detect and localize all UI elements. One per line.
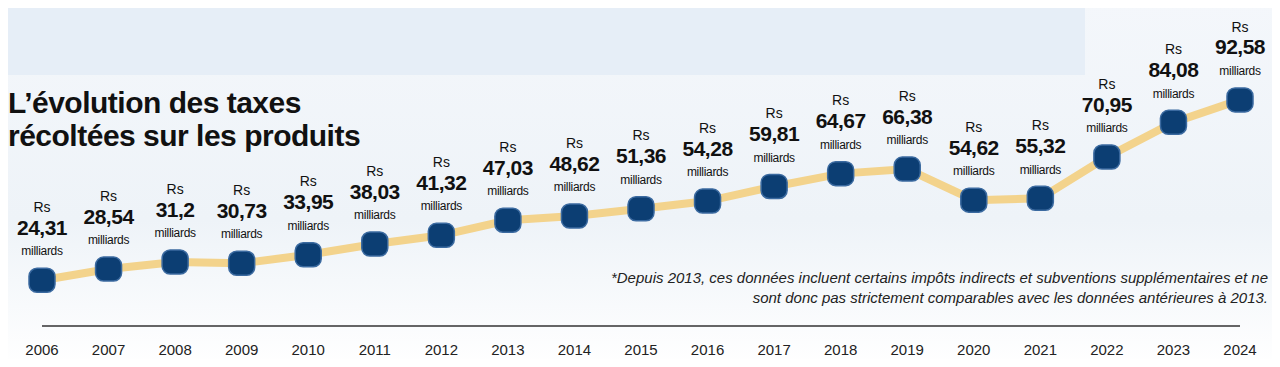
svg-text:Rs: Rs [1032, 117, 1049, 133]
svg-text:Rs: Rs [699, 120, 716, 136]
svg-text:Rs: Rs [899, 88, 916, 104]
svg-text:54,28: 54,28 [683, 137, 734, 160]
svg-text:2019: 2019 [891, 341, 924, 358]
svg-text:33,95: 33,95 [283, 190, 334, 213]
svg-text:2007: 2007 [92, 341, 125, 358]
svg-text:92,58: 92,58 [1215, 35, 1266, 58]
svg-text:Rs: Rs [766, 105, 783, 121]
svg-text:milliards: milliards [1020, 163, 1062, 177]
svg-text:66,38: 66,38 [882, 105, 933, 128]
svg-text:84,08: 84,08 [1148, 58, 1199, 81]
svg-text:2012: 2012 [425, 341, 458, 358]
svg-text:59,81: 59,81 [749, 122, 800, 145]
svg-text:2010: 2010 [292, 341, 325, 358]
svg-text:milliards: milliards [820, 138, 862, 152]
svg-text:Rs: Rs [1098, 76, 1115, 92]
svg-text:2011: 2011 [359, 341, 391, 358]
svg-text:milliards: milliards [487, 184, 529, 198]
svg-text:Rs: Rs [233, 182, 250, 198]
svg-text:48,62: 48,62 [549, 152, 599, 175]
svg-text:54,62: 54,62 [949, 136, 999, 159]
svg-text:milliards: milliards [753, 151, 795, 165]
svg-text:milliards: milliards [221, 227, 263, 241]
svg-text:milliards: milliards [887, 133, 929, 147]
svg-text:Rs: Rs [832, 92, 849, 108]
svg-text:milliards: milliards [88, 233, 130, 247]
svg-text:Rs: Rs [433, 154, 450, 170]
svg-text:milliards: milliards [21, 244, 63, 258]
svg-text:51,36: 51,36 [616, 144, 666, 167]
svg-text:Rs: Rs [300, 173, 317, 189]
svg-text:milliards: milliards [1153, 87, 1195, 101]
svg-text:milliards: milliards [354, 208, 396, 222]
svg-text:2020: 2020 [957, 341, 990, 358]
svg-text:2023: 2023 [1157, 341, 1190, 358]
svg-text:Rs: Rs [1231, 19, 1248, 35]
svg-text:milliards: milliards [620, 173, 662, 187]
svg-text:2016: 2016 [691, 341, 724, 358]
svg-text:milliards: milliards [1219, 64, 1261, 78]
svg-text:24,31: 24,31 [17, 216, 68, 239]
svg-text:30,73: 30,73 [217, 199, 267, 222]
svg-text:2014: 2014 [558, 341, 591, 358]
html-text:*Depuis 2013, ces données incl: *Depuis 2013, ces données incluent certa… [610, 269, 1268, 306]
svg-text:Rs: Rs [632, 127, 649, 143]
svg-text:milliards: milliards [288, 219, 330, 233]
html-text:L’évolution des taxes récoltée: L’évolution des taxes récoltées sur les … [8, 86, 361, 152]
svg-text:64,67: 64,67 [816, 109, 866, 132]
svg-text:milliards: milliards [953, 164, 995, 178]
svg-text:2018: 2018 [824, 341, 857, 358]
svg-text:41,32: 41,32 [416, 171, 466, 194]
svg-text:2009: 2009 [225, 341, 258, 358]
svg-text:Rs: Rs [33, 199, 50, 215]
svg-text:47,03: 47,03 [483, 156, 533, 179]
svg-text:Rs: Rs [499, 139, 516, 155]
svg-text:Rs: Rs [965, 119, 982, 135]
svg-text:milliards: milliards [154, 226, 196, 240]
svg-text:2015: 2015 [624, 341, 657, 358]
svg-text:Rs: Rs [566, 135, 583, 151]
svg-text:Rs: Rs [366, 163, 383, 179]
svg-text:Rs: Rs [100, 188, 117, 204]
svg-text:milliards: milliards [421, 199, 463, 213]
svg-text:milliards: milliards [554, 180, 596, 194]
svg-text:2017: 2017 [757, 341, 790, 358]
svg-text:55,32: 55,32 [1015, 134, 1065, 157]
svg-text:milliards: milliards [1086, 121, 1128, 135]
svg-text:milliards: milliards [687, 165, 729, 179]
svg-text:38,03: 38,03 [350, 180, 400, 203]
svg-text:28,54: 28,54 [84, 205, 135, 228]
svg-text:2021: 2021 [1024, 341, 1057, 358]
svg-text:Rs: Rs [167, 181, 184, 197]
svg-text:70,95: 70,95 [1082, 93, 1133, 116]
svg-text:2024: 2024 [1223, 341, 1256, 358]
svg-text:2008: 2008 [158, 341, 191, 358]
svg-text:2006: 2006 [25, 341, 58, 358]
svg-text:31,2: 31,2 [156, 198, 195, 221]
svg-text:Rs: Rs [1165, 41, 1182, 57]
svg-text:2013: 2013 [491, 341, 524, 358]
svg-text:2022: 2022 [1090, 341, 1123, 358]
